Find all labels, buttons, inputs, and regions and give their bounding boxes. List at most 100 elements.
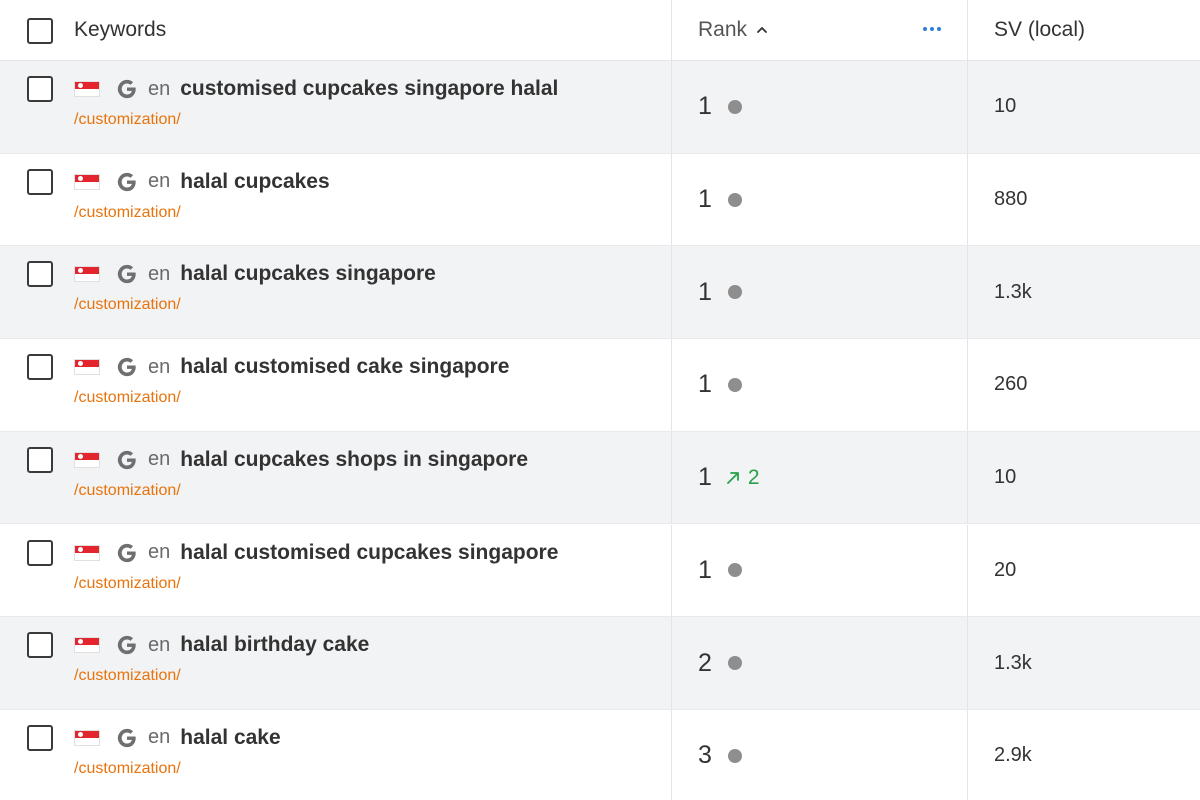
language-code: en bbox=[148, 262, 171, 285]
table-row: en customised cupcakes singapore halal /… bbox=[0, 61, 1200, 154]
keyword-cell: en halal cupcakes /customization/ bbox=[0, 153, 672, 246]
rank-group: 1 2 bbox=[698, 432, 760, 524]
search-volume-value: 1.3k bbox=[994, 651, 1032, 674]
google-g-icon bbox=[117, 728, 136, 748]
singapore-flag-icon bbox=[74, 266, 100, 283]
sv-cell: 1.3k bbox=[968, 246, 1200, 338]
language-code: en bbox=[148, 726, 171, 749]
sv-cell: 20 bbox=[968, 525, 1200, 617]
keyword-text[interactable]: customised cupcakes singapore halal bbox=[180, 77, 559, 100]
keyword-text[interactable]: halal cupcakes singapore bbox=[180, 262, 436, 286]
search-volume-value: 10 bbox=[994, 95, 1017, 118]
keyword-cell: en halal customised cake singapore /cust… bbox=[0, 339, 672, 431]
row-checkbox[interactable] bbox=[27, 261, 53, 288]
rank-group: 3 bbox=[698, 710, 742, 800]
rank-value: 1 bbox=[698, 277, 712, 306]
ranking-url-link[interactable]: /customization/ bbox=[74, 111, 181, 128]
gray-dot-icon bbox=[727, 656, 742, 671]
gray-dot-icon bbox=[727, 563, 742, 578]
rank-value: 1 bbox=[698, 185, 712, 214]
google-g-icon bbox=[117, 265, 136, 284]
search-volume-value: 880 bbox=[994, 188, 1028, 211]
row-checkbox[interactable] bbox=[27, 539, 53, 566]
row-checkbox[interactable] bbox=[27, 354, 53, 381]
singapore-flag-icon bbox=[74, 359, 100, 376]
table-row: en halal cupcakes singapore /customizati… bbox=[0, 246, 1200, 340]
table-row: en halal customised cake singapore /cust… bbox=[0, 339, 1200, 432]
keyword-text[interactable]: halal customised cupcakes singapore bbox=[180, 540, 559, 564]
search-volume-value: 20 bbox=[994, 558, 1017, 581]
ranking-url-link[interactable]: /customization/ bbox=[74, 481, 181, 499]
keyword-cell: en halal cupcakes singapore /customizati… bbox=[0, 246, 672, 339]
language-code: en bbox=[148, 633, 171, 656]
singapore-flag-icon bbox=[74, 544, 100, 561]
rank-cell: 1 bbox=[672, 61, 968, 153]
row-checkbox[interactable] bbox=[27, 168, 53, 195]
ranking-url-link[interactable]: /customization/ bbox=[74, 574, 181, 592]
keywords-column-header[interactable]: Keywords bbox=[74, 18, 167, 41]
sv-cell: 880 bbox=[968, 154, 1200, 246]
keyword-text[interactable]: halal cake bbox=[180, 725, 281, 749]
language-code: en bbox=[148, 541, 171, 563]
google-g-icon bbox=[117, 172, 136, 191]
singapore-flag-icon bbox=[74, 637, 100, 654]
gray-dot-icon bbox=[727, 99, 742, 114]
gray-dot-icon bbox=[727, 285, 742, 300]
arrow-up-right-icon bbox=[727, 471, 739, 484]
ranking-url-link[interactable]: /customization/ bbox=[74, 667, 181, 685]
ranking-url-link[interactable]: /customization/ bbox=[74, 389, 181, 407]
keyword-line: en halal customised cupcakes singapore bbox=[74, 539, 558, 567]
rank-cell: 3 bbox=[672, 709, 968, 800]
rank-group: 1 bbox=[698, 339, 742, 431]
sv-cell: 10 bbox=[968, 432, 1200, 524]
sv-column-header[interactable]: SV (local) bbox=[994, 18, 1086, 41]
row-checkbox[interactable] bbox=[27, 724, 53, 751]
rank-value: 3 bbox=[698, 741, 712, 770]
table-row: en halal cake /customization/ 3 2.9k bbox=[0, 709, 1200, 800]
rank-change: 2 bbox=[724, 466, 760, 490]
more-horizontal-icon[interactable] bbox=[923, 27, 941, 31]
keyword-text[interactable]: halal birthday cake bbox=[180, 633, 370, 657]
row-checkbox[interactable] bbox=[27, 446, 53, 473]
google-g-icon bbox=[117, 79, 136, 99]
rank-value: 1 bbox=[698, 555, 712, 584]
rank-value: 1 bbox=[698, 463, 712, 492]
ranking-url-link[interactable]: /customization/ bbox=[74, 759, 181, 777]
language-code: en bbox=[148, 77, 171, 100]
gray-dot-icon bbox=[727, 748, 742, 763]
singapore-flag-icon bbox=[74, 81, 100, 97]
rank-group: 1 bbox=[698, 525, 742, 617]
ranking-url-link[interactable]: /customization/ bbox=[74, 203, 181, 221]
google-g-icon bbox=[117, 357, 136, 377]
keyword-line: en halal birthday cake bbox=[74, 631, 369, 659]
sv-cell: 2.9k bbox=[968, 710, 1200, 800]
row-checkbox[interactable] bbox=[27, 76, 53, 102]
chevron-up-icon bbox=[757, 27, 767, 33]
keyword-cell: en halal birthday cake /customization/ bbox=[0, 617, 672, 709]
keyword-text[interactable]: halal customised cake singapore bbox=[180, 355, 510, 379]
keyword-text[interactable]: halal cupcakes bbox=[180, 169, 330, 193]
keyword-line: en halal customised cake singapore bbox=[74, 353, 509, 381]
keyword-cell: en halal cupcakes shops in singapore /cu… bbox=[0, 431, 672, 524]
rank-cell: 1 bbox=[672, 246, 968, 339]
keyword-line: en halal cupcakes shops in singapore bbox=[74, 446, 528, 474]
table-row: en halal birthday cake /customization/ 2… bbox=[0, 617, 1200, 710]
search-volume-value: 260 bbox=[994, 373, 1028, 396]
keyword-text[interactable]: halal cupcakes shops in singapore bbox=[180, 447, 529, 471]
table-row: en halal cupcakes shops in singapore /cu… bbox=[0, 431, 1200, 525]
ranking-url-link[interactable]: /customization/ bbox=[74, 296, 181, 314]
search-volume-value: 10 bbox=[994, 466, 1017, 489]
google-g-icon bbox=[117, 450, 136, 469]
rank-column-header[interactable]: Rank bbox=[698, 18, 769, 42]
select-all-checkbox[interactable] bbox=[27, 18, 53, 44]
table-row: en halal cupcakes /customization/ 1 880 bbox=[0, 153, 1200, 247]
gray-dot-icon bbox=[727, 377, 742, 392]
rank-cell: 1 bbox=[672, 524, 968, 617]
rank-cell: 1 2 bbox=[672, 431, 968, 524]
table-header: Keywords Rank SV (local) bbox=[0, 0, 1200, 61]
row-checkbox[interactable] bbox=[27, 632, 53, 659]
language-code: en bbox=[148, 448, 171, 471]
sv-cell: 1.3k bbox=[968, 617, 1200, 709]
language-code: en bbox=[148, 170, 171, 193]
